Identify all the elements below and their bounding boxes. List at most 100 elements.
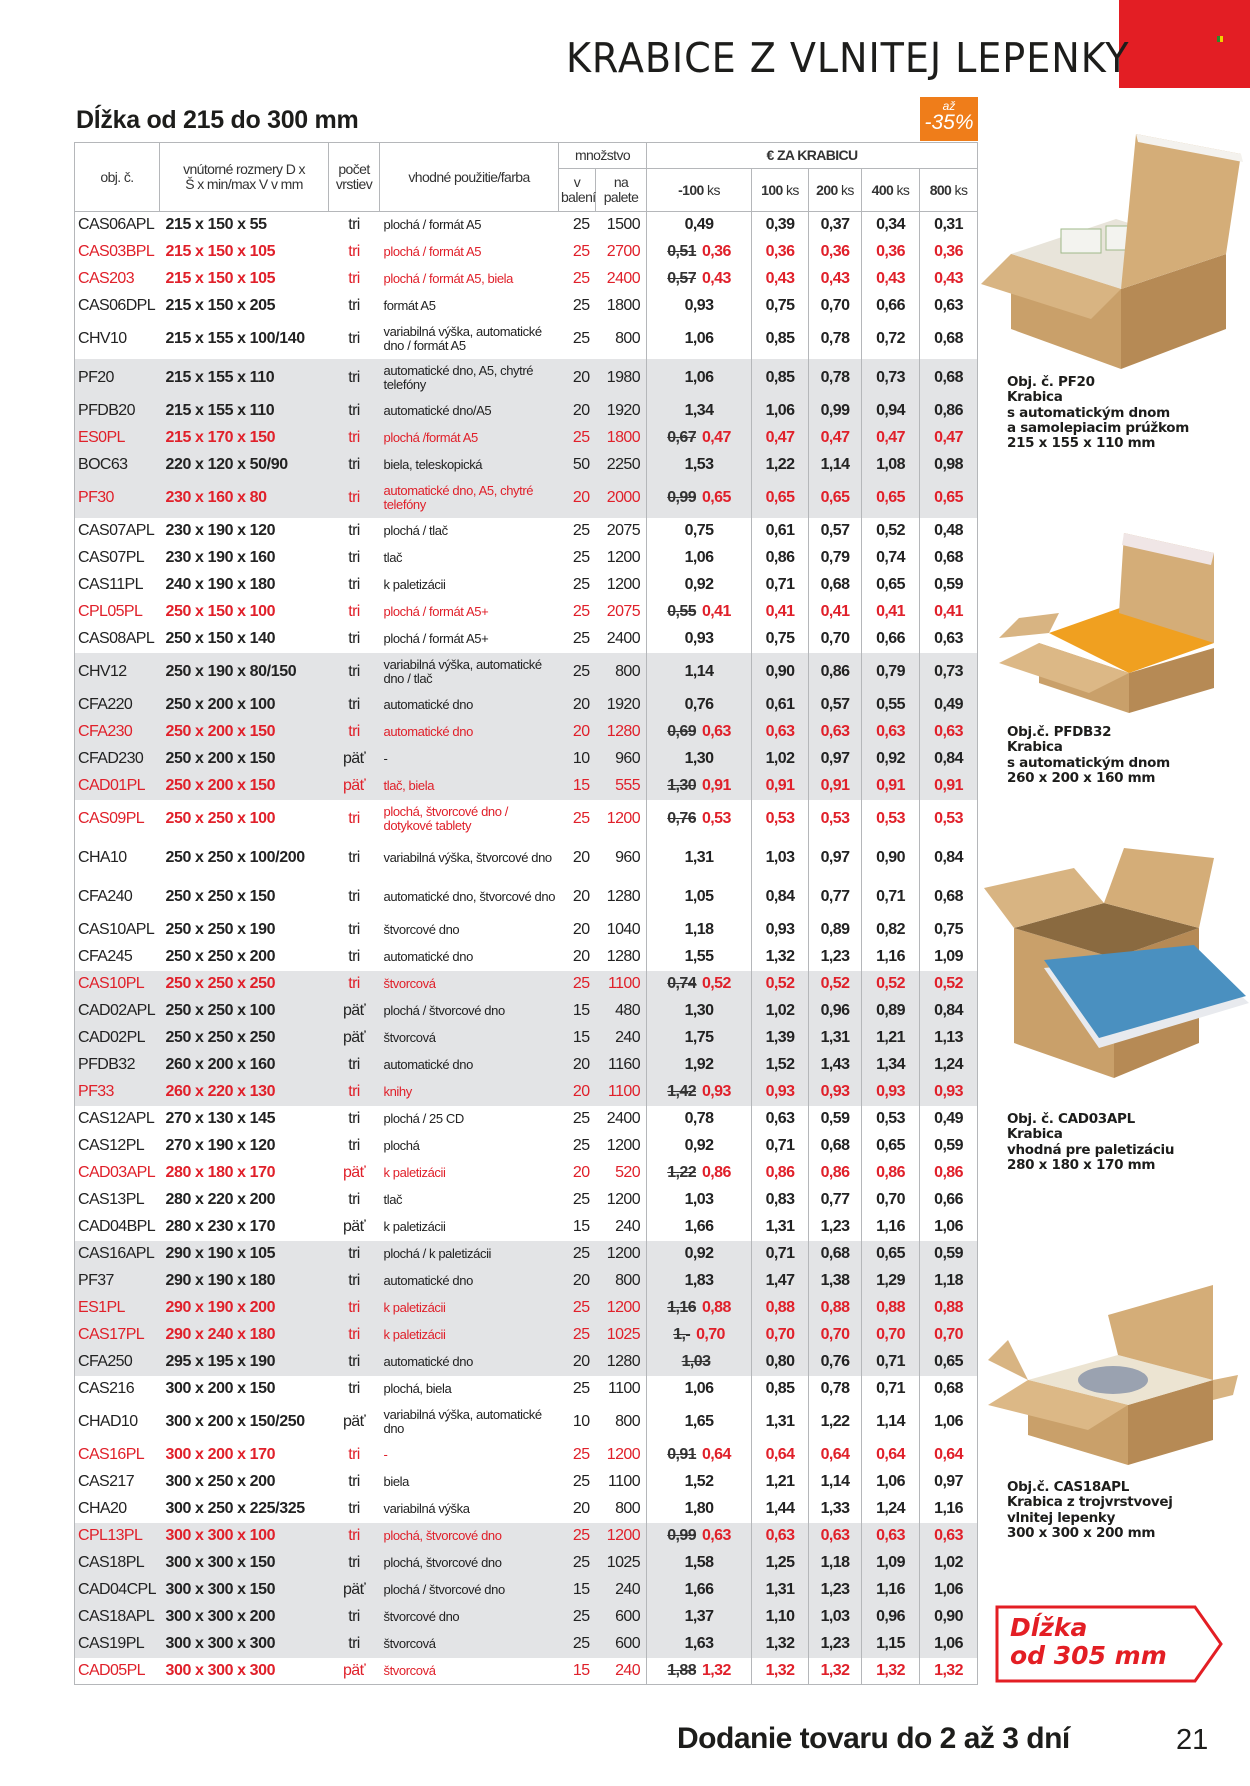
table-row: CAS16PL 300 x 200 x 170 tri - 25 1200 0,91 0,64… <box>75 1441 978 1469</box>
price-tier-1: 1,31 <box>751 1576 809 1604</box>
price-under-100: 1,05 <box>646 877 752 917</box>
per-pack: 25 <box>572 1191 590 1208</box>
per-pallet: 1200 <box>595 1522 647 1550</box>
price-tier-3: 0,65 <box>861 571 920 599</box>
table-row: CAS12APL 270 x 130 x 145 tri plochá / 25 CD… <box>75 1105 978 1133</box>
per-pack: 25 <box>572 216 590 234</box>
price-value: 1,32 <box>702 1661 731 1679</box>
next-section-label[interactable]: Dĺžka od 305 mm <box>1010 1614 1167 1669</box>
price-tier-4: 0,98 <box>918 451 978 479</box>
price-value: 1,92 <box>684 1056 714 1073</box>
price-under-100: 0,49 <box>646 211 752 239</box>
price-tier-1: 1,32 <box>751 1657 809 1685</box>
per-pallet: 1200 <box>606 1191 641 1208</box>
price-value: 1,83 <box>684 1272 714 1289</box>
price-tier-2: 1,14 <box>808 451 862 479</box>
dimensions: 250 x 250 x 150 <box>165 888 276 905</box>
price-tier-2: 0,86 <box>808 1159 862 1187</box>
per-pack: 25 <box>572 243 590 260</box>
table-row: CAS217 300 x 250 x 200 tri biela 25 1100 1,52 1… <box>75 1468 978 1496</box>
per-pallet: 520 <box>615 1164 641 1181</box>
per-pallet: 960 <box>615 849 641 866</box>
price-under-100: 1,03 <box>646 1186 752 1214</box>
per-pack: 25 <box>558 970 596 998</box>
dimensions: 250 x 150 x 100 <box>165 603 276 620</box>
price-tier-4: 1,06 <box>918 1213 978 1241</box>
layers: tri <box>328 1267 380 1295</box>
price-under-100: 1,66 <box>646 1213 752 1241</box>
layers: tri <box>328 451 380 479</box>
per-pallet: 240 <box>615 1218 641 1235</box>
price-value: 1,80 <box>684 1500 714 1517</box>
price-tier-2: 0,70 <box>808 292 862 320</box>
price-tier-3: 0,79 <box>861 652 920 692</box>
caption-line: Obj.č. PFDB32 <box>1007 724 1112 740</box>
price-tier-4: 0,59 <box>918 1240 978 1268</box>
price-tier-4: 0,97 <box>918 1468 978 1496</box>
per-pallet: 1200 <box>595 1240 647 1268</box>
price-tier-4: 1,13 <box>918 1024 978 1052</box>
price-tier-2: 0,86 <box>808 652 862 692</box>
price-tier-1: 0,88 <box>751 1294 809 1322</box>
caption-line: 260 x 200 x 160 mm <box>1007 769 1156 786</box>
price-value: 1,66 <box>684 1218 714 1235</box>
price-tier-2: 0,57 <box>808 517 862 545</box>
per-pack: 25 <box>572 576 590 593</box>
product-code: PF33 <box>74 1078 160 1106</box>
table-row: CAS203 215 x 150 x 105 tri plochá / formát … <box>75 265 978 293</box>
layers: tri <box>328 424 380 452</box>
next-section-arrow[interactable] <box>995 1605 1225 1683</box>
layers: tri <box>348 330 360 347</box>
price-tier-2: 0,65 <box>808 478 862 518</box>
price-tier-3: 0,53 <box>861 1105 920 1133</box>
per-pallet: 240 <box>595 1576 647 1604</box>
price-tier-3: 0,70 <box>861 1321 920 1349</box>
price-tier-4: 0,63 <box>918 1522 978 1550</box>
price-tier-3: 1,29 <box>861 1267 920 1295</box>
price-tier-3: 0,65 <box>861 478 920 518</box>
price-tier-4: 0,88 <box>918 1294 978 1322</box>
per-pallet: 2400 <box>606 270 641 287</box>
price-tier-3: 0,73 <box>861 358 920 398</box>
old-price: 0,76 <box>667 810 696 827</box>
price-tier-1: 0,53 <box>751 799 809 839</box>
layers: tri <box>328 1348 380 1376</box>
per-pallet: 800 <box>615 1500 641 1517</box>
layers: tri <box>348 297 360 314</box>
dimensions: 290 x 190 x 180 <box>159 1267 329 1295</box>
price-value: 1,66 <box>684 1581 714 1598</box>
per-pack: 20 <box>572 1164 590 1181</box>
price-tier-3: 0,47 <box>861 424 920 452</box>
per-pallet: 800 <box>615 1413 641 1430</box>
table-row: CHV10 215 x 155 x 100/140 tri variabilná vý… <box>75 319 978 359</box>
price-col-qty: 200 <box>816 181 838 198</box>
layers: päť <box>328 1576 380 1604</box>
product-code: ES0PL <box>74 424 160 452</box>
per-pack: 25 <box>572 549 590 566</box>
product-code: CAS11PL <box>78 576 143 593</box>
use: biela, teleskopická <box>379 451 559 479</box>
per-pack: 25 <box>558 1603 596 1631</box>
product-code: ES1PL <box>74 1294 160 1322</box>
per-pack: 20 <box>572 921 590 938</box>
price-tier-4: 0,63 <box>918 292 978 320</box>
price-tier-3: 0,63 <box>861 1522 920 1550</box>
price-value: 1,06 <box>684 369 714 386</box>
price-value: 0,52 <box>702 975 731 992</box>
use: variabilná výška, automatické dno / tlač <box>379 652 559 692</box>
use: plochá /formát A5 <box>379 424 559 452</box>
product-code: CAD03APL <box>78 1164 156 1181</box>
per-pallet: 1160 <box>595 1051 647 1079</box>
price-tier-3: 0,63 <box>861 718 920 746</box>
price-value: 0,47 <box>702 429 731 446</box>
price-tier-2: 0,91 <box>808 772 862 800</box>
layers: päť <box>328 997 380 1025</box>
use: biela <box>383 1473 410 1489</box>
price-under-100: 1,16 0,88 <box>646 1294 752 1322</box>
price-tier-4: 0,59 <box>918 571 978 599</box>
per-pack: 20 <box>572 888 590 905</box>
price-tier-2: 0,68 <box>808 571 862 599</box>
price-value: 0,63 <box>702 723 731 740</box>
use: automatické dno, štvorcové dno <box>383 888 556 904</box>
price-tier-3: 0,92 <box>861 745 920 773</box>
